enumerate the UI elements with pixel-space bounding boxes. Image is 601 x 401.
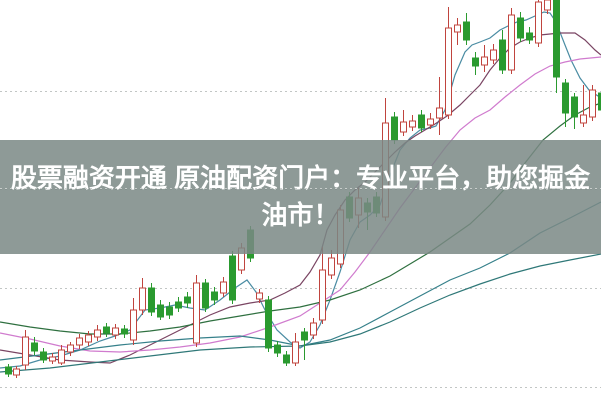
promo-banner-line2: 油市！ [261,200,340,230]
promo-banner-line1: 股票融资开通 原油配资门户：专业平台，助您掘金 [10,163,591,193]
promo-banner: 股票融资开通 原油配资门户：专业平台，助您掘金 油市！ [0,140,601,254]
